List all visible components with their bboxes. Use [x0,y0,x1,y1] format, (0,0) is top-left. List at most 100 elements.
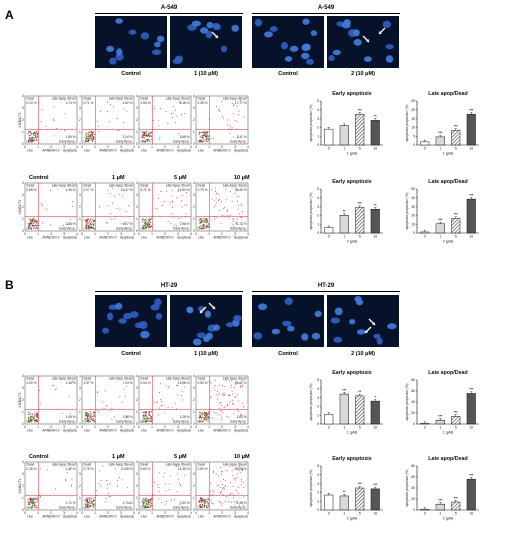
event-dot [89,504,91,506]
event-dot [141,421,143,423]
event-dot [102,401,103,403]
event-dot [212,472,214,474]
event-dot [149,500,152,502]
event-dot [31,501,34,503]
quadrant-early-value: 2.98 % [180,222,190,226]
axis-tick-label: 2 [79,205,81,209]
axis-tick-label: 0 [193,229,195,233]
event-dot [214,215,215,217]
nucleus [376,337,383,345]
event-dot [32,132,34,135]
bar [435,503,445,511]
event-dot [186,192,187,194]
event-dot [31,139,34,141]
event-dot [36,137,38,139]
event-dot [160,399,161,401]
nucleus [302,43,311,50]
x-axis-live-label: Live [27,429,33,433]
axis-tick-label: 0 [24,425,26,429]
axis-tick-label: 3 [234,145,236,149]
event-dot [148,138,150,140]
event-dot [240,385,242,387]
axis-tick-label: 2 [221,145,223,149]
event-dot [28,135,30,137]
axis-tick-label: 4 [76,425,78,429]
quadrant-early-label: Early Apop. [59,506,75,510]
event-dot [28,225,30,228]
event-dot [144,222,146,224]
event-dot [89,419,91,421]
event-dot [149,507,151,509]
event-dot [234,503,236,505]
event-dot [161,400,163,402]
event-dot [179,483,180,485]
panel-letter-a: A [5,8,14,22]
event-dot [146,131,148,133]
event-dot [201,135,203,137]
event-dot [56,127,58,129]
nucleus [254,18,263,27]
event-dot [28,139,30,141]
axis-tick-label: 3 [193,106,195,110]
event-dot [241,205,243,207]
event-dot [236,128,238,130]
event-dot [66,223,68,225]
chart-title: Early apoptosis [332,456,371,462]
event-dot [175,109,176,111]
event-dot [199,412,201,415]
event-dot [146,419,148,421]
axis-tick-label: 2 [164,232,166,236]
fluorescence-image [252,16,324,68]
error-bar [358,393,361,396]
event-dot [199,141,201,143]
event-dot [202,225,205,228]
axis-tick-label: 2 [79,484,81,488]
event-dot [70,468,71,469]
x-tick-label: 10 [469,512,473,516]
nucleus [385,55,394,63]
axis-tick-label: 2 [221,232,223,236]
x-tick-label: 0 [424,235,426,239]
bar [451,218,461,234]
nucleus [212,22,220,30]
nucleus [226,322,234,328]
event-dot [93,411,95,413]
event-dot [109,483,111,485]
event-dot [228,128,230,130]
event-dot [201,221,203,223]
quadrant-dead-label: Dead [141,97,149,101]
event-dot [156,207,158,209]
event-dot [92,500,94,502]
event-dot [201,227,203,229]
event-dot [93,223,95,225]
event-dot [29,222,31,224]
event-dot [178,101,180,103]
event-dot [110,213,112,215]
event-dot [220,409,222,411]
x-axis-live-label: Live [84,236,90,240]
bar [420,231,430,234]
event-dot [143,505,145,507]
bar [324,414,334,425]
event-dot [27,507,29,509]
chart-title: Late apop/Dead [428,456,467,462]
quadrant-dead-label: Dead [198,184,206,188]
event-dot [32,505,34,507]
event-dot [157,498,159,500]
x-axis-apoptosis-label: Apoptosis [63,236,77,240]
event-dot [31,504,33,506]
event-dot [151,411,153,413]
quadrant-dead-label: Dead [198,97,206,101]
event-dot [202,139,204,141]
event-dot [164,483,166,485]
x-axis-live-label: Live [84,149,90,153]
event-dot [116,208,118,210]
event-dot [220,467,221,469]
nucleus [115,18,123,24]
event-dot [30,420,32,422]
event-dot [87,132,89,134]
event-dot [235,222,237,224]
event-dot [142,136,144,138]
bar [355,207,365,234]
